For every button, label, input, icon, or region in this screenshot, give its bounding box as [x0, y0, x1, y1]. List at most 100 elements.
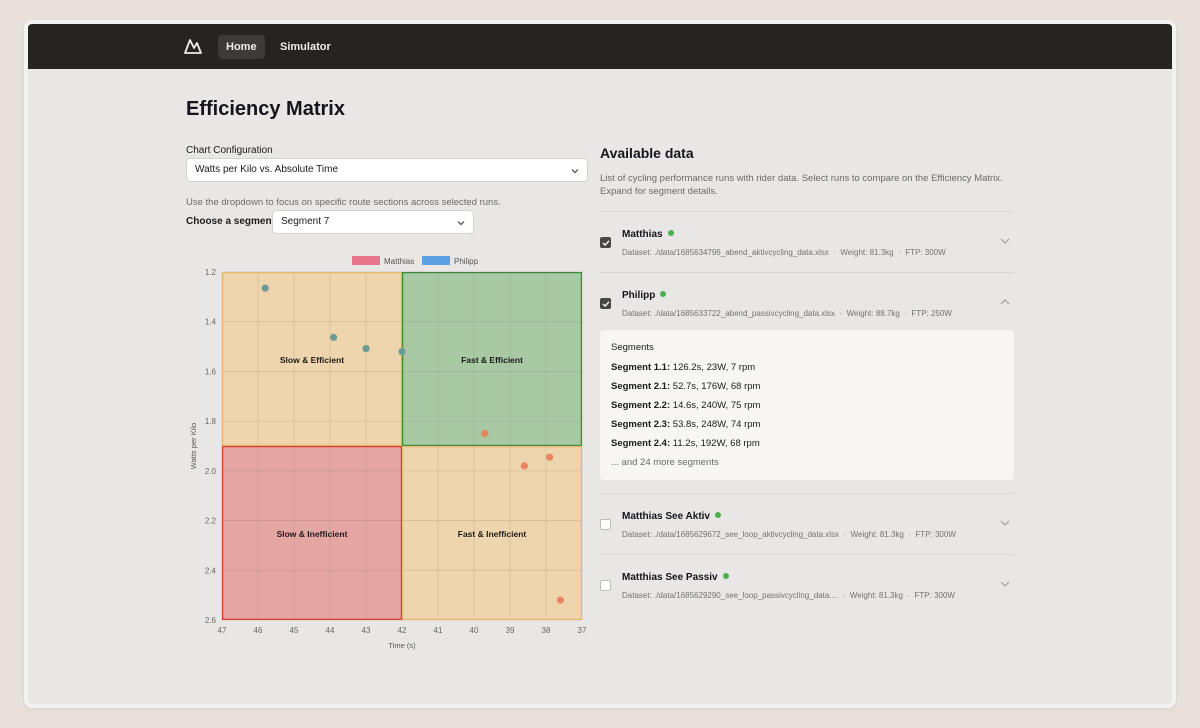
meta-separator: · — [843, 530, 847, 539]
chevron-down-icon[interactable] — [1000, 581, 1010, 587]
segment-name: Segment 2.2: — [611, 400, 671, 411]
run-meta: Dataset: ./data/1685633722_abend_passivc… — [622, 309, 952, 318]
x-tick-label: 44 — [326, 626, 335, 635]
page-title: Efficiency Matrix — [186, 98, 345, 120]
run-row-matthias-see-aktiv[interactable]: Matthias See Aktiv Dataset: ./data/16856… — [600, 494, 1014, 554]
run-ftp: FTP: 250W — [911, 309, 952, 318]
nav-home[interactable]: Home — [218, 35, 265, 59]
x-tick-label: 45 — [290, 626, 299, 635]
y-tick-label: 1.4 — [205, 318, 217, 327]
legend-label: Matthias — [384, 257, 414, 266]
status-dot-icon — [660, 291, 667, 297]
x-tick-label: 40 — [470, 626, 479, 635]
data-point — [362, 344, 370, 353]
chart-config-value: Watts per Kilo vs. Absolute Time — [195, 164, 339, 175]
legend-swatch — [352, 256, 380, 265]
y-tick-label: 1.8 — [205, 417, 217, 426]
run-checkbox[interactable] — [600, 519, 611, 530]
segment-item: Segment 2.3: 53.8s, 248W, 74 rpm — [611, 419, 760, 430]
segment-item: Segment 2.4: 11.2s, 192W, 68 rpm — [611, 438, 760, 449]
data-point — [520, 462, 528, 470]
meta-separator: · — [842, 591, 846, 600]
segment-value: Segment 7 — [281, 216, 330, 227]
run-dataset: Dataset: ./data/1685629290_see_loop_pass… — [622, 591, 839, 600]
segment-select[interactable]: Segment 7 — [272, 210, 474, 234]
segment-item: Segment 2.2: 14.6s, 240W, 75 rpm — [611, 400, 760, 411]
nav-simulator[interactable]: Simulator — [280, 41, 331, 53]
app-window: Home Simulator Efficiency Matrix Chart C… — [24, 20, 1176, 708]
run-weight: Weight: 88.7kg — [846, 309, 900, 318]
quadrant-area — [402, 446, 582, 620]
x-axis-label: Time (s) — [388, 641, 416, 650]
divider — [600, 272, 1014, 273]
run-dataset: Dataset: ./data/1685634796_abend_aktivcy… — [622, 248, 829, 257]
segments-header: Segments — [611, 342, 654, 353]
run-name: Matthias — [622, 229, 674, 240]
divider — [600, 493, 1014, 494]
run-meta: Dataset: ./data/1685629672_see_loop_akti… — [622, 530, 956, 539]
more-segments-text: ... and 24 more segments — [611, 457, 719, 468]
efficiency-matrix-chart: Slow & Efficient Fast & Efficient Slow & I… — [189, 256, 587, 650]
data-point — [556, 596, 564, 604]
run-checkbox[interactable] — [600, 298, 611, 309]
run-weight: Weight: 81.3kg — [849, 591, 903, 600]
run-meta: Dataset: ./data/1685634796_abend_aktivcy… — [622, 248, 946, 257]
meta-separator: · — [907, 591, 911, 600]
run-meta: Dataset: ./data/1685629290_see_loop_pass… — [622, 591, 955, 600]
mountain-logo-icon[interactable] — [184, 38, 202, 54]
segment-detail: 53.8s, 248W, 74 rpm — [670, 419, 761, 430]
divider — [600, 554, 1014, 555]
quadrant-area — [222, 272, 402, 446]
status-dot-icon — [715, 512, 721, 518]
quadrant-border — [401, 271, 583, 447]
run-checkbox[interactable] — [600, 580, 611, 591]
segment-detail: 126.2s, 23W, 7 rpm — [670, 362, 756, 373]
quadrant-border — [221, 445, 403, 621]
run-dataset: Dataset: ./data/1685633722_abend_passivc… — [622, 309, 836, 318]
meta-separator: · — [904, 309, 907, 318]
meta-separator: · — [908, 530, 911, 539]
run-ftp: FTP: 300W — [915, 530, 956, 539]
config-help-text: Use the dropdown to focus on specific ro… — [186, 197, 501, 208]
segment-item: Segment 1.1: 126.2s, 23W, 7 rpm — [611, 362, 755, 373]
data-point — [330, 333, 338, 341]
x-tick-label: 46 — [254, 626, 263, 635]
y-axis-label: Watts per Kilo — [189, 423, 198, 469]
segments-panel: Segments Segment 1.1: 126.2s, 23W, 7 rpm… — [600, 330, 1014, 480]
segment-item: Segment 2.1: 52.7s, 176W, 68 rpm — [611, 381, 760, 392]
segment-name: Segment 2.4: — [611, 438, 671, 449]
chart-config-select[interactable]: Watts per Kilo vs. Absolute Time — [186, 158, 588, 182]
run-checkbox[interactable] — [600, 237, 611, 248]
chevron-up-icon[interactable] — [1000, 299, 1010, 305]
x-tick-label: 42 — [398, 626, 407, 635]
chevron-down-icon[interactable] — [1000, 520, 1010, 526]
run-weight: Weight: 81.3kg — [840, 248, 894, 257]
run-row-matthias-see-passiv[interactable]: Matthias See Passiv Dataset: ./data/1685… — [600, 555, 1014, 615]
segment-name: Segment 2.1: — [611, 381, 671, 392]
segment-name: Segment 2.3: — [611, 419, 671, 430]
run-row-matthias[interactable]: Matthias Dataset: ./data/1685634796_aben… — [600, 212, 1014, 272]
chevron-down-icon — [571, 169, 579, 174]
meta-separator: · — [839, 309, 843, 318]
quadrant-label: Fast & Efficient — [461, 355, 523, 365]
run-weight: Weight: 81.3kg — [850, 530, 904, 539]
check-icon — [602, 300, 610, 307]
x-tick-label: 38 — [542, 626, 551, 635]
segment-label: Choose a segment — [186, 216, 275, 227]
divider — [600, 211, 1014, 212]
run-row-philipp[interactable]: Philipp Dataset: ./data/1685633722_abend… — [600, 273, 1014, 333]
run-name-text: Matthias See Passiv — [622, 572, 718, 583]
chevron-down-icon[interactable] — [1000, 238, 1010, 244]
quadrant-border — [221, 271, 403, 447]
quadrant-label: Fast & Inefficient — [458, 529, 527, 539]
meta-separator: · — [833, 248, 836, 257]
data-point — [261, 284, 269, 292]
quadrant-area — [402, 272, 582, 446]
data-point — [546, 453, 554, 461]
meta-separator: · — [898, 248, 901, 257]
segment-name: Segment 1.1: — [611, 362, 671, 373]
y-tick-label: 1.2 — [205, 268, 217, 277]
run-name: Matthias See Aktiv — [622, 511, 721, 522]
quadrant-label: Slow & Inefficient — [277, 529, 348, 539]
y-tick-label: 2.6 — [205, 616, 217, 625]
